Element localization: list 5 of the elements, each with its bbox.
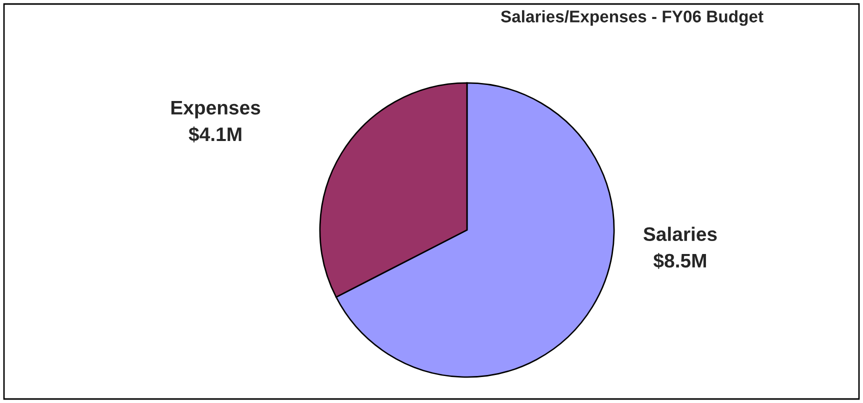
- data-label: $8.5M: [653, 253, 706, 269]
- chart-title: Salaries/Expenses - FY06 Budget: [500, 10, 764, 26]
- slice-label: Expenses: [171, 101, 260, 118]
- slice-label: Salaries: [643, 226, 717, 242]
- data-label: $4.1M: [188, 126, 242, 142]
